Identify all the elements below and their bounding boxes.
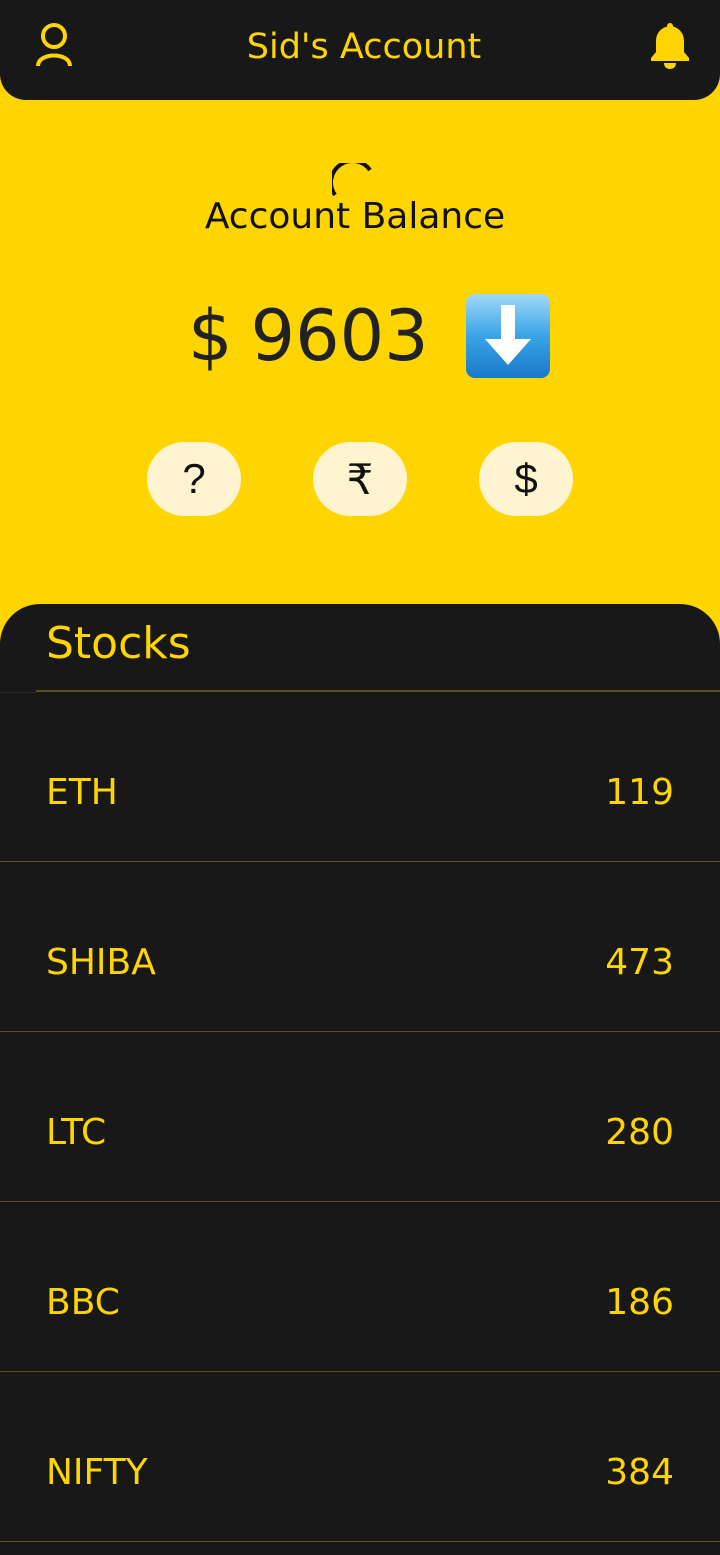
stocks-list: ETH 119 SHIBA 473 LTC 280 BBC 186 NIFTY … xyxy=(0,692,720,1542)
stock-name: BBC xyxy=(46,1282,120,1323)
top-app-bar: Sid's Account xyxy=(0,0,720,100)
stock-value: 384 xyxy=(605,1452,674,1493)
stock-value: 119 xyxy=(605,772,674,813)
stocks-title: Stocks xyxy=(46,618,191,669)
stocks-title-underline xyxy=(36,690,720,692)
stock-name: NIFTY xyxy=(46,1452,148,1493)
stock-name: ETH xyxy=(46,772,118,813)
spinner-icon xyxy=(332,163,372,197)
list-item[interactable]: BBC 186 xyxy=(0,1202,720,1372)
profile-icon[interactable] xyxy=(34,22,74,68)
stock-value: 186 xyxy=(605,1282,674,1323)
balance-amount-row: $ 9603 xyxy=(188,290,551,382)
divider xyxy=(0,692,36,693)
dollar-button[interactable]: $ xyxy=(479,442,573,516)
list-item[interactable]: NIFTY 384 xyxy=(0,1372,720,1542)
balance-amount: 9603 xyxy=(250,295,429,377)
list-item[interactable]: SHIBA 473 xyxy=(0,862,720,1032)
balance-label: Account Balance xyxy=(204,196,506,237)
stock-value: 280 xyxy=(605,1112,674,1153)
rupee-button[interactable]: ₹ xyxy=(313,442,407,516)
stock-name: SHIBA xyxy=(46,942,156,983)
help-button[interactable]: ? xyxy=(147,442,241,516)
bell-icon[interactable] xyxy=(646,20,694,70)
stock-value: 473 xyxy=(605,942,674,983)
currency-symbol: $ xyxy=(188,295,233,377)
down-arrow-icon xyxy=(465,294,550,378)
list-item[interactable]: LTC 280 xyxy=(0,1032,720,1202)
list-item[interactable]: ETH 119 xyxy=(0,692,720,862)
stock-name: LTC xyxy=(46,1112,107,1153)
stocks-panel: Stocks ETH 119 SHIBA 473 LTC 280 BBC 186… xyxy=(0,604,720,1555)
page-title: Sid's Account xyxy=(246,27,482,67)
